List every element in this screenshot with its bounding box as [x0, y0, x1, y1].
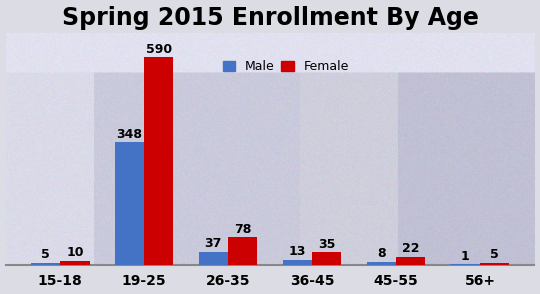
Text: 10: 10	[66, 246, 84, 259]
Legend: Male, Female: Male, Female	[218, 55, 354, 78]
Bar	[480, 263, 509, 265]
Bar	[367, 262, 396, 265]
Text: 5: 5	[41, 248, 50, 261]
Bar	[199, 252, 228, 265]
Text: 78: 78	[234, 223, 252, 235]
Text: 1: 1	[461, 250, 470, 263]
Text: 22: 22	[402, 242, 420, 255]
Text: 13: 13	[288, 245, 306, 258]
Text: 8: 8	[377, 247, 386, 260]
Bar	[31, 263, 60, 265]
Text: 37: 37	[205, 237, 222, 250]
Text: 5: 5	[490, 248, 499, 261]
Text: 348: 348	[117, 128, 143, 141]
Bar	[114, 143, 144, 265]
Text: 590: 590	[146, 43, 172, 56]
Bar	[228, 237, 258, 265]
Bar	[60, 261, 90, 265]
Bar	[450, 264, 480, 265]
Title: Spring 2015 Enrollment By Age: Spring 2015 Enrollment By Age	[62, 6, 478, 30]
Bar	[312, 253, 341, 265]
Bar	[144, 58, 173, 265]
Bar	[396, 257, 426, 265]
Text: 35: 35	[318, 238, 335, 251]
Bar	[282, 260, 312, 265]
